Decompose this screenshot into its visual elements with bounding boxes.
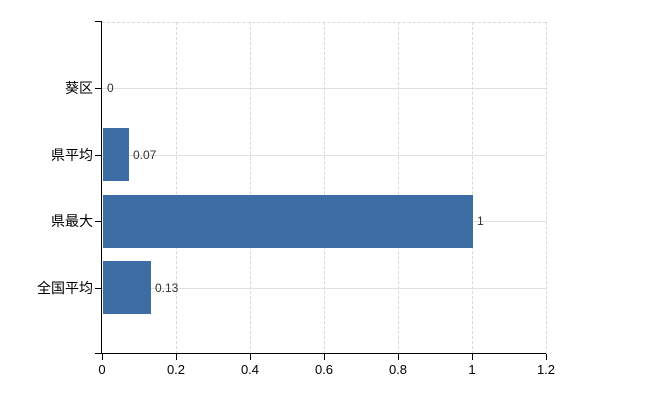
x-axis-tick — [398, 354, 399, 360]
bar-value-label: 0.13 — [155, 281, 179, 295]
y-axis-tick — [95, 21, 102, 22]
gridline-vertical — [250, 22, 251, 354]
bar-value-label: 0 — [107, 81, 114, 95]
y-axis — [101, 21, 102, 354]
x-tick-label: 0 — [98, 362, 106, 377]
gridline-vertical — [176, 22, 177, 354]
x-axis-tick — [472, 354, 473, 360]
x-tick-label: 1.2 — [536, 362, 556, 377]
x-tick-label: 0.6 — [314, 362, 334, 377]
y-axis-tick — [95, 88, 102, 89]
x-tick-label: 0.2 — [166, 362, 186, 377]
bar — [103, 128, 129, 181]
x-axis-tick — [324, 354, 325, 360]
x-axis-tick — [176, 354, 177, 360]
x-axis-tick — [102, 354, 103, 360]
gridline-vertical — [398, 22, 399, 354]
y-axis-tick — [95, 353, 102, 354]
x-axis-tick — [250, 354, 251, 360]
plot-top-border — [102, 22, 546, 23]
y-axis-tick — [95, 288, 102, 289]
y-axis-tick — [95, 155, 102, 156]
y-axis-tick — [95, 221, 102, 222]
bar — [103, 261, 151, 314]
category-label: 全国平均 — [37, 280, 93, 296]
bar-value-label: 0.07 — [133, 148, 157, 162]
x-tick-label: 1 — [468, 362, 476, 377]
category-label: 葵区 — [65, 80, 93, 96]
gridline-vertical — [546, 22, 547, 354]
gridline-vertical — [324, 22, 325, 354]
gridline-vertical — [472, 22, 473, 354]
x-tick-label: 0.4 — [240, 362, 260, 377]
x-axis-tick — [546, 354, 547, 360]
bar — [103, 195, 473, 248]
x-axis — [101, 353, 546, 354]
category-label: 県最大 — [51, 213, 93, 229]
x-tick-label: 0.8 — [388, 362, 408, 377]
category-label: 県平均 — [51, 147, 93, 163]
bar-value-label: 1 — [477, 214, 484, 228]
